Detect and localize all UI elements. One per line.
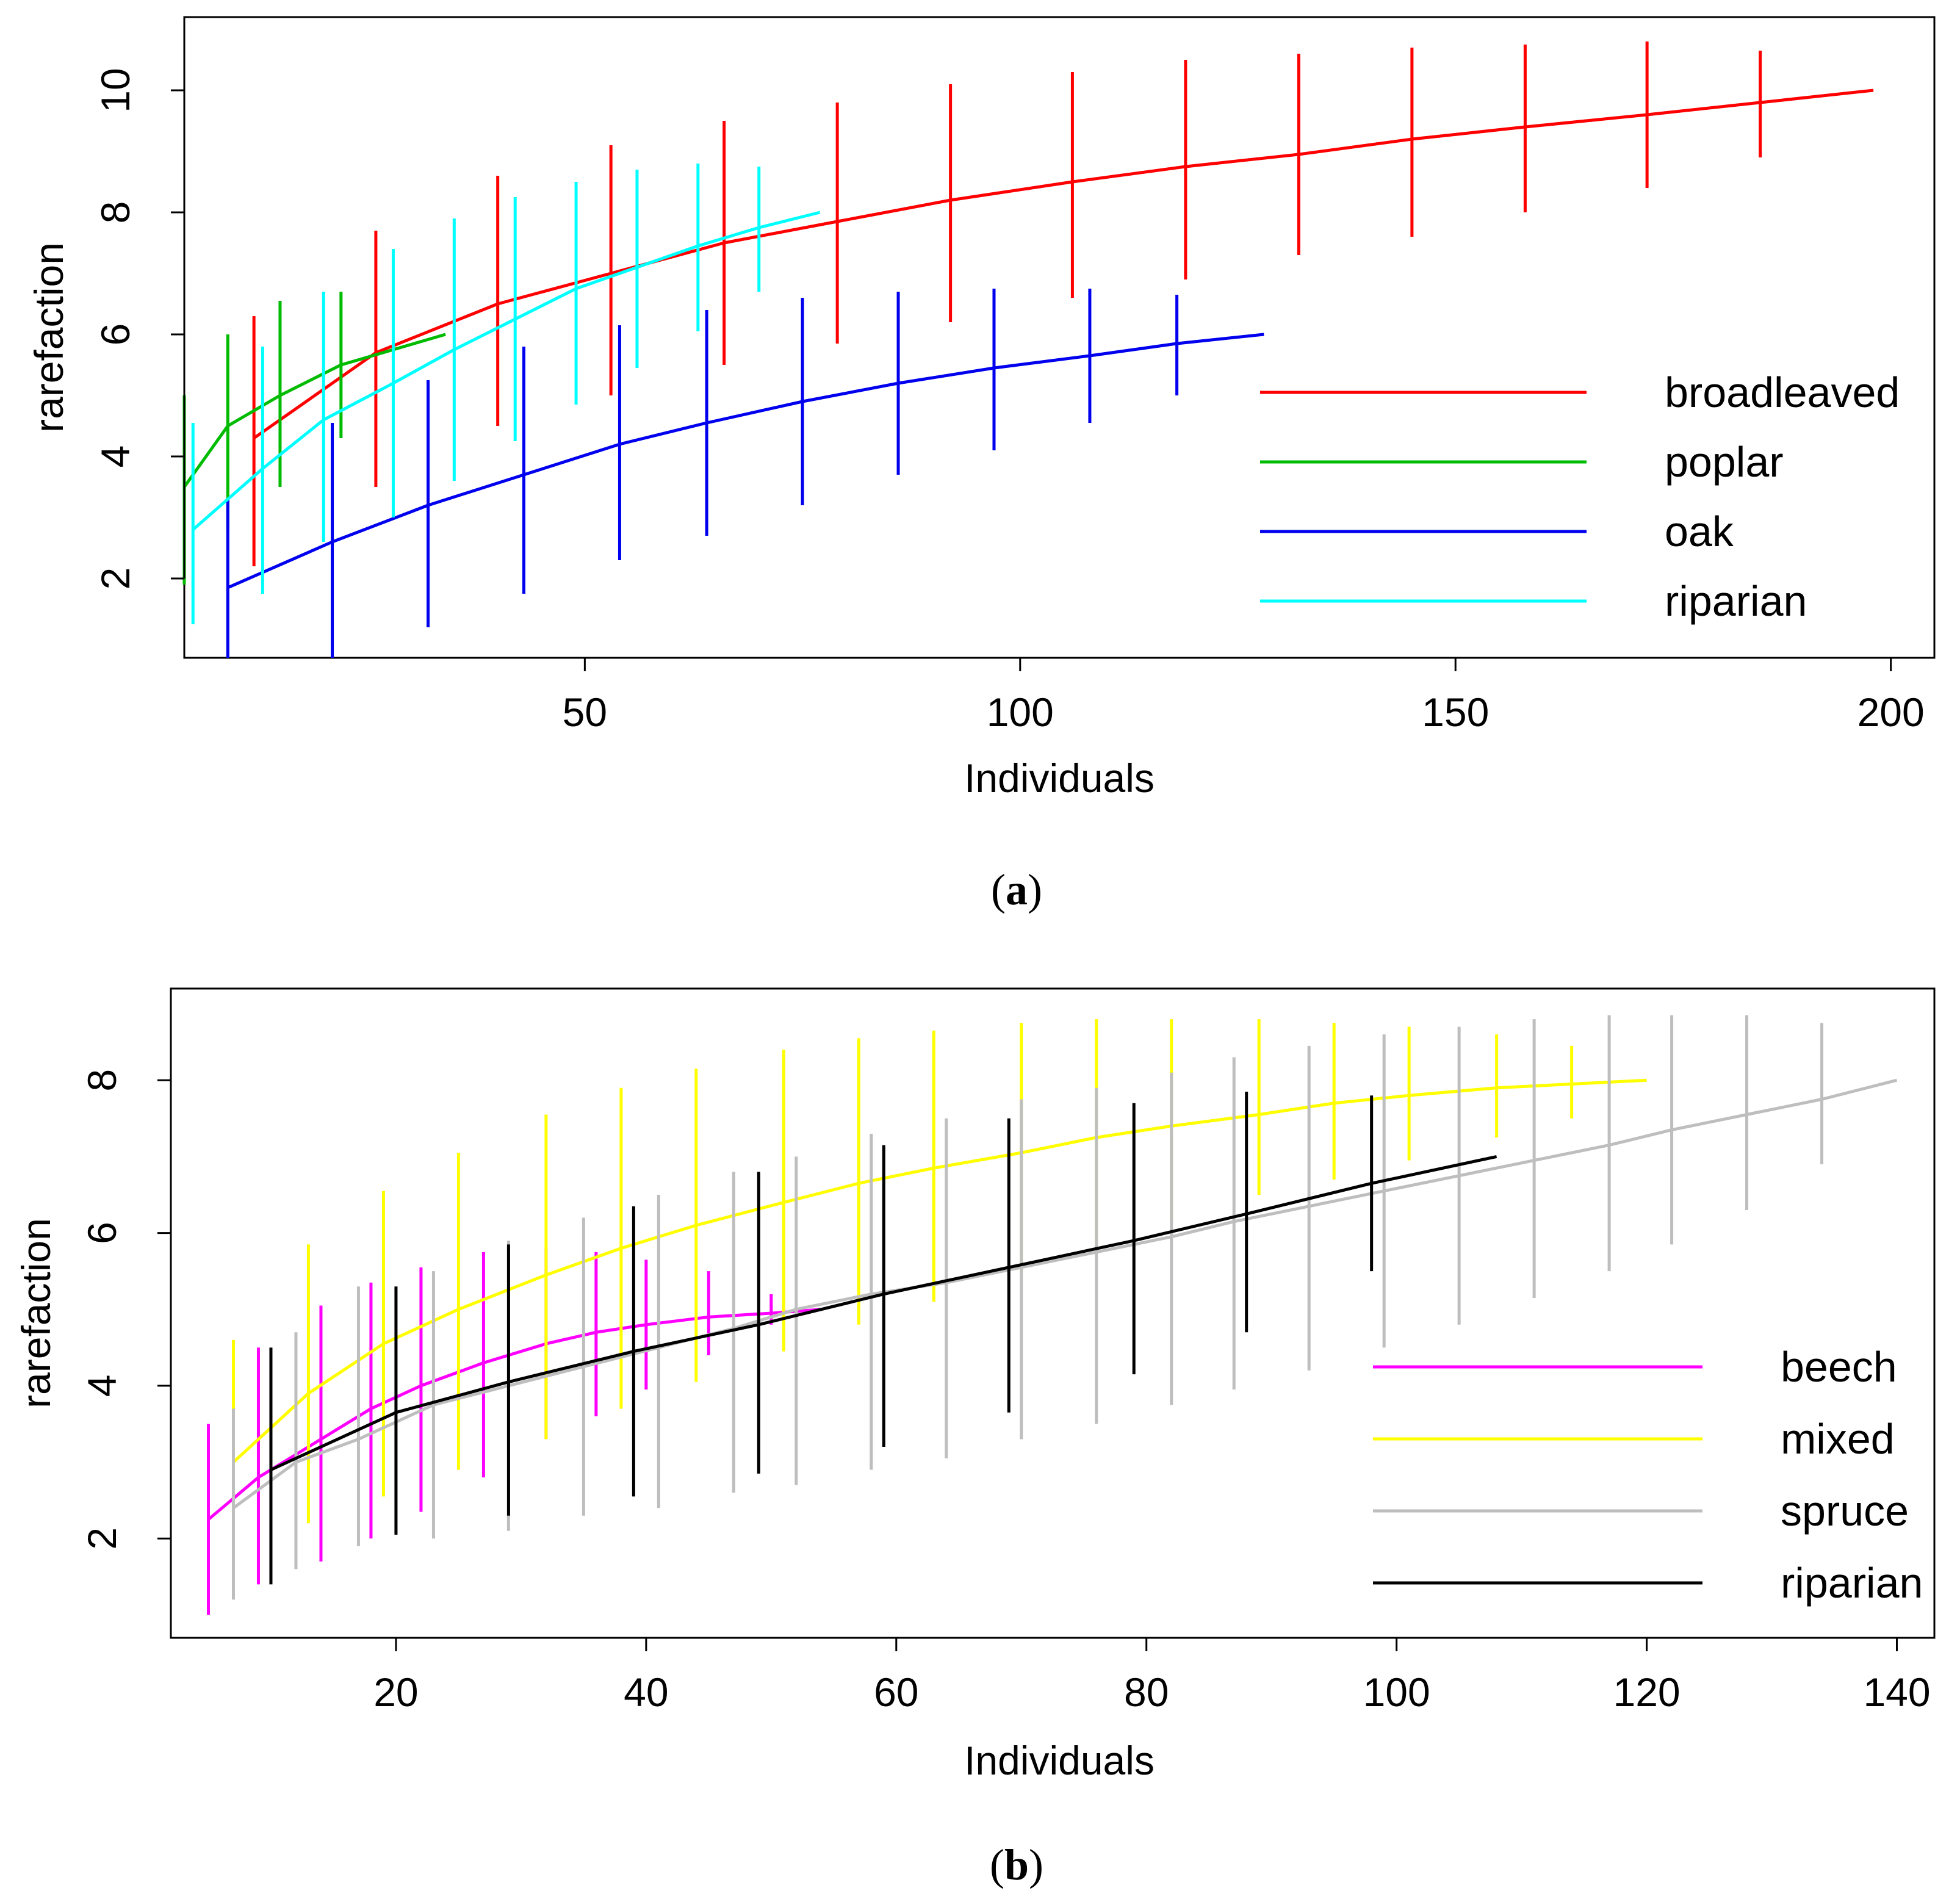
series-spruce — [231, 1015, 1898, 1600]
series-line-riparian — [270, 1155, 1497, 1471]
x-tick-label-b: 120 — [1613, 1670, 1681, 1715]
legend-label-spruce: spruce — [1781, 1487, 1909, 1535]
caption-b-letter: b — [1004, 1840, 1029, 1889]
y-tick-label-a: 2 — [93, 568, 138, 590]
x-tick-label-a: 150 — [1422, 690, 1489, 735]
y-tick-label-b: 2 — [79, 1527, 124, 1550]
series-line-riparian — [192, 211, 821, 531]
legend-label-riparian: riparian — [1665, 577, 1807, 625]
series-group-b — [206, 1015, 1898, 1615]
series-line-mixed — [232, 1078, 1647, 1463]
y-axis-label-a: rarefaction — [26, 242, 71, 433]
x-tick-label-b: 40 — [624, 1670, 668, 1715]
chart-panel-a: 50 100 150 200 2 4 6 8 10 Individuals rarefactio… — [26, 16, 1936, 801]
caption-b-close: ) — [1029, 1840, 1043, 1889]
y-tick-label-b: 6 — [79, 1222, 124, 1244]
x-tick-label-b: 140 — [1863, 1670, 1930, 1715]
series-line-broadleaved — [253, 88, 1874, 440]
chart-panel-b: 20 40 60 80 100 120 140 2 4 6 8 Individuals rarefa… — [13, 987, 1936, 1783]
series-broadleaved — [252, 41, 1874, 566]
series-line-beech — [207, 1308, 821, 1521]
series-line-oak — [227, 333, 1264, 589]
series-line-poplar — [182, 333, 446, 488]
legend-label-poplar: poplar — [1665, 438, 1784, 486]
caption-a-letter: a — [1006, 865, 1028, 914]
series-mixed — [231, 1019, 1647, 1581]
legend-label-broadleaved: broadleaved — [1665, 369, 1900, 416]
axes-group-b: 20 40 60 80 100 120 140 2 4 6 8 — [79, 1069, 1931, 1715]
series-riparian — [191, 164, 821, 624]
legend-a: broadleaved poplar oak riparian — [1260, 369, 1900, 625]
y-tick-label-a: 8 — [93, 201, 138, 224]
y-tick-label-a: 6 — [93, 323, 138, 346]
x-tick-label-a: 100 — [987, 690, 1054, 735]
x-axis-label-a: Individuals — [964, 755, 1155, 801]
series-group-a — [182, 41, 1874, 658]
series-beech — [206, 1248, 821, 1615]
x-tick-label-b: 20 — [373, 1670, 418, 1715]
series-line-spruce — [232, 1078, 1898, 1510]
caption-a: (a) — [991, 865, 1042, 914]
x-tick-label-b: 60 — [874, 1670, 918, 1715]
x-tick-label-b: 80 — [1124, 1670, 1169, 1715]
y-tick-label-b: 4 — [79, 1375, 124, 1397]
caption-a-close: ) — [1028, 865, 1042, 914]
series-poplar — [182, 292, 446, 585]
plot-frame-b — [170, 987, 1936, 1639]
caption-b: (b) — [990, 1840, 1043, 1889]
series-oak — [226, 289, 1264, 658]
y-axis-label-b: rarefaction — [13, 1218, 59, 1408]
axes-group-a: 50 100 150 200 2 4 6 8 10 — [93, 68, 1925, 735]
legend-b: beech mixed spruce riparian — [1373, 1343, 1923, 1607]
series-riparian — [269, 1091, 1497, 1585]
legend-label-oak: oak — [1665, 508, 1734, 555]
caption-b-open: ( — [990, 1840, 1004, 1889]
x-axis-label-b: Individuals — [964, 1738, 1155, 1783]
legend-label-riparian: riparian — [1781, 1559, 1923, 1607]
legend-label-beech: beech — [1781, 1343, 1897, 1391]
caption-a-open: ( — [991, 865, 1006, 914]
y-tick-label-a: 10 — [93, 68, 138, 112]
x-tick-label-a: 200 — [1857, 690, 1925, 735]
legend-label-mixed: mixed — [1781, 1415, 1895, 1463]
y-tick-label-b: 8 — [79, 1069, 124, 1092]
y-tick-label-a: 4 — [93, 445, 138, 468]
x-tick-label-a: 50 — [563, 690, 607, 735]
x-tick-label-b: 100 — [1363, 1670, 1430, 1715]
